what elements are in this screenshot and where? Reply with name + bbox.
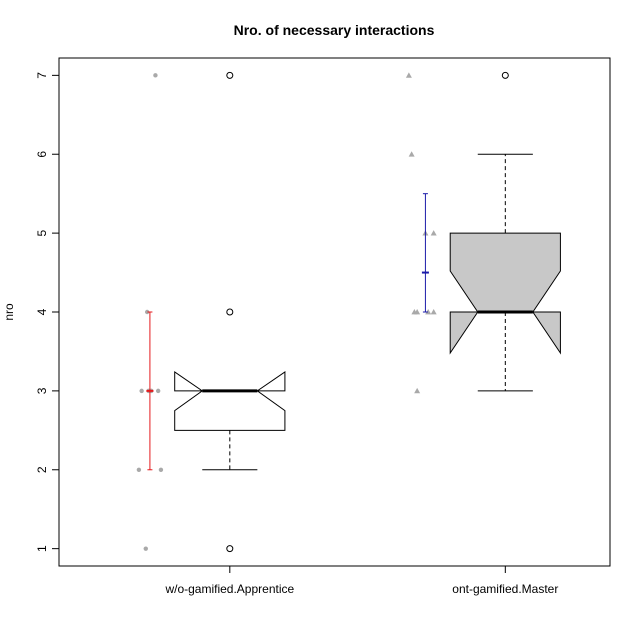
data-point bbox=[139, 388, 144, 394]
outlier-point bbox=[501, 71, 509, 79]
x-axis: w/o-gamified.Apprentice ont-gamified.Mast… bbox=[164, 566, 558, 596]
y-axis-label: nro bbox=[2, 303, 16, 321]
x-tick-label: w/o-gamified.Apprentice bbox=[164, 582, 294, 596]
data-point bbox=[155, 388, 161, 394]
y-tick-label: 4 bbox=[35, 308, 49, 315]
notched-box bbox=[174, 371, 286, 431]
data-point bbox=[153, 73, 158, 78]
points-layer bbox=[136, 72, 437, 551]
data-point-triangle bbox=[414, 309, 421, 315]
boxes-layer bbox=[174, 71, 561, 553]
data-point-triangle bbox=[414, 387, 421, 394]
y-tick-label: 2 bbox=[35, 466, 49, 473]
mean-ci-layer bbox=[146, 193, 429, 471]
y-tick-label: 3 bbox=[35, 387, 49, 394]
data-point bbox=[143, 546, 148, 551]
outlier-point bbox=[226, 71, 234, 79]
data-point-triangle bbox=[430, 309, 437, 315]
data-point-triangle bbox=[405, 72, 412, 78]
y-tick-label: 6 bbox=[35, 151, 49, 158]
outlier-point bbox=[226, 308, 234, 316]
data-point bbox=[144, 309, 150, 315]
y-tick-label: 7 bbox=[35, 72, 49, 79]
chart-title: Nro. of necessary interactions bbox=[234, 22, 435, 38]
data-point-triangle bbox=[430, 230, 437, 236]
data-point-triangle bbox=[425, 309, 432, 315]
data-point bbox=[136, 467, 142, 472]
notched-box bbox=[449, 232, 561, 355]
y-tick-label: 5 bbox=[35, 229, 49, 236]
outlier-point bbox=[226, 545, 234, 553]
data-point-triangle bbox=[408, 151, 415, 157]
y-axis: 1 2 3 4 5 6 7 bbox=[35, 72, 60, 552]
y-tick-label: 1 bbox=[35, 545, 49, 552]
data-point bbox=[158, 467, 164, 472]
x-tick-label: ont-gamified.Master bbox=[452, 582, 558, 596]
